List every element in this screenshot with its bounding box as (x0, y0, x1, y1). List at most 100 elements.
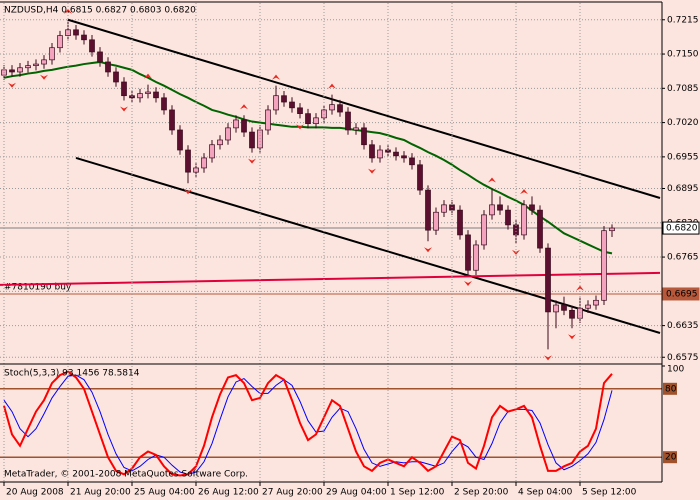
y-tick-label: 100 (667, 365, 684, 375)
candle-body (17, 67, 23, 73)
fractal-down (368, 168, 376, 174)
candle-body (561, 304, 567, 311)
y-tick-label: 0.7215 (667, 15, 699, 25)
candle-body (369, 144, 375, 159)
candle-body (289, 101, 295, 109)
candle-body (65, 29, 71, 36)
level-label: 80 (665, 384, 677, 394)
chart-title: NZDUSD,H4 0.6815 0.6827 0.6803 0.6820 (4, 6, 196, 16)
candle-body (569, 309, 575, 319)
candle-body (537, 209, 543, 249)
x-tick-label: 20 Aug 2008 (6, 488, 64, 498)
candle-body (177, 129, 183, 151)
candle-body (601, 230, 607, 301)
candle-body (249, 131, 255, 149)
candle-body (473, 244, 479, 271)
candle-body (121, 81, 127, 97)
stoch-main (3, 370, 613, 477)
candle-body (273, 95, 279, 111)
y-tick-label: 0.7150 (667, 50, 699, 60)
candle-body (105, 61, 111, 73)
candle-body (513, 224, 519, 236)
candle-body (553, 304, 559, 313)
level-box (663, 382, 677, 395)
candle-body (337, 104, 343, 113)
fractal-up (144, 73, 152, 79)
candle-body (217, 139, 223, 146)
fractal-down (40, 74, 48, 80)
fractal-down (544, 355, 552, 361)
x-tick-label: 21 Aug 20:00 (70, 488, 131, 498)
y-tick-label: 0.6955 (667, 152, 699, 162)
candle-body (377, 149, 383, 159)
candle-body (281, 95, 287, 103)
fractal-down (248, 158, 256, 164)
candle-body (329, 104, 335, 111)
plot-layer: #7810190 buy 0.7215 0.7150 0.7085 0.7020 0.69… (0, 3, 700, 498)
candle-body (49, 47, 55, 61)
candle-body (89, 39, 95, 53)
candle-body (417, 164, 423, 191)
candle-body (401, 155, 407, 159)
level-label: 20 (665, 453, 677, 463)
candle-body (137, 93, 143, 99)
y-tick-label: 0.6575 (667, 353, 699, 363)
candle-body (41, 59, 47, 65)
candle-body (353, 127, 359, 131)
candle-body (609, 227, 615, 232)
indicator-title: Stoch(5,3,3) 93.1456 78.5814 (4, 369, 140, 379)
candle-body (265, 109, 271, 131)
candle-body (441, 204, 447, 213)
candle-body (465, 234, 471, 271)
stoch-plot (0, 370, 662, 477)
candle-body (161, 97, 167, 111)
candle-body (241, 119, 247, 133)
order-label: #7810190 buy (4, 282, 72, 292)
fractal-up (64, 8, 72, 14)
fractal-up (240, 104, 248, 110)
candle-body (313, 117, 319, 124)
candle-body (113, 71, 119, 83)
fractal-down (424, 247, 432, 253)
x-tick-label: 25 Aug 04:00 (134, 488, 195, 498)
candle-body (225, 127, 231, 141)
candle-body (545, 247, 551, 313)
candle-body (521, 204, 527, 236)
fractal-down (8, 82, 16, 88)
candle-body (145, 91, 151, 94)
fractal-up (272, 74, 280, 80)
fractal-down (120, 106, 128, 112)
candle-body (345, 111, 351, 131)
fractal-up (488, 177, 496, 183)
level-box (663, 451, 677, 464)
x-tick-label: 2 Sep 20:00 (454, 488, 509, 498)
candle-body (433, 211, 439, 231)
x-tick-label: 26 Aug 12:00 (198, 488, 259, 498)
candle-body (193, 167, 199, 173)
candle-body (393, 151, 399, 157)
y-tick-label: 0.7020 (667, 118, 699, 128)
candle-body (457, 209, 463, 236)
fractal-down (568, 334, 576, 340)
price-plot: #7810190 buy (0, 8, 662, 361)
x-tick-label: 5 Sep 12:00 (582, 488, 637, 498)
y-tick-label: 0.6895 (667, 184, 699, 194)
candle-body (169, 109, 175, 131)
candle-body (9, 69, 15, 73)
candle-body (505, 209, 511, 226)
candle-body (409, 157, 415, 166)
trendline (67, 18, 661, 199)
candle-body (209, 144, 215, 159)
candle-body (361, 127, 367, 146)
candle-body (585, 304, 591, 309)
price-box-label: 0.6820 (666, 224, 698, 234)
candle-body (33, 63, 39, 66)
candle-body (81, 34, 87, 41)
candle-body (593, 299, 599, 306)
candle-body (529, 204, 535, 211)
price-box (662, 287, 700, 301)
fractal-down (464, 280, 472, 286)
candle-body (185, 149, 191, 173)
